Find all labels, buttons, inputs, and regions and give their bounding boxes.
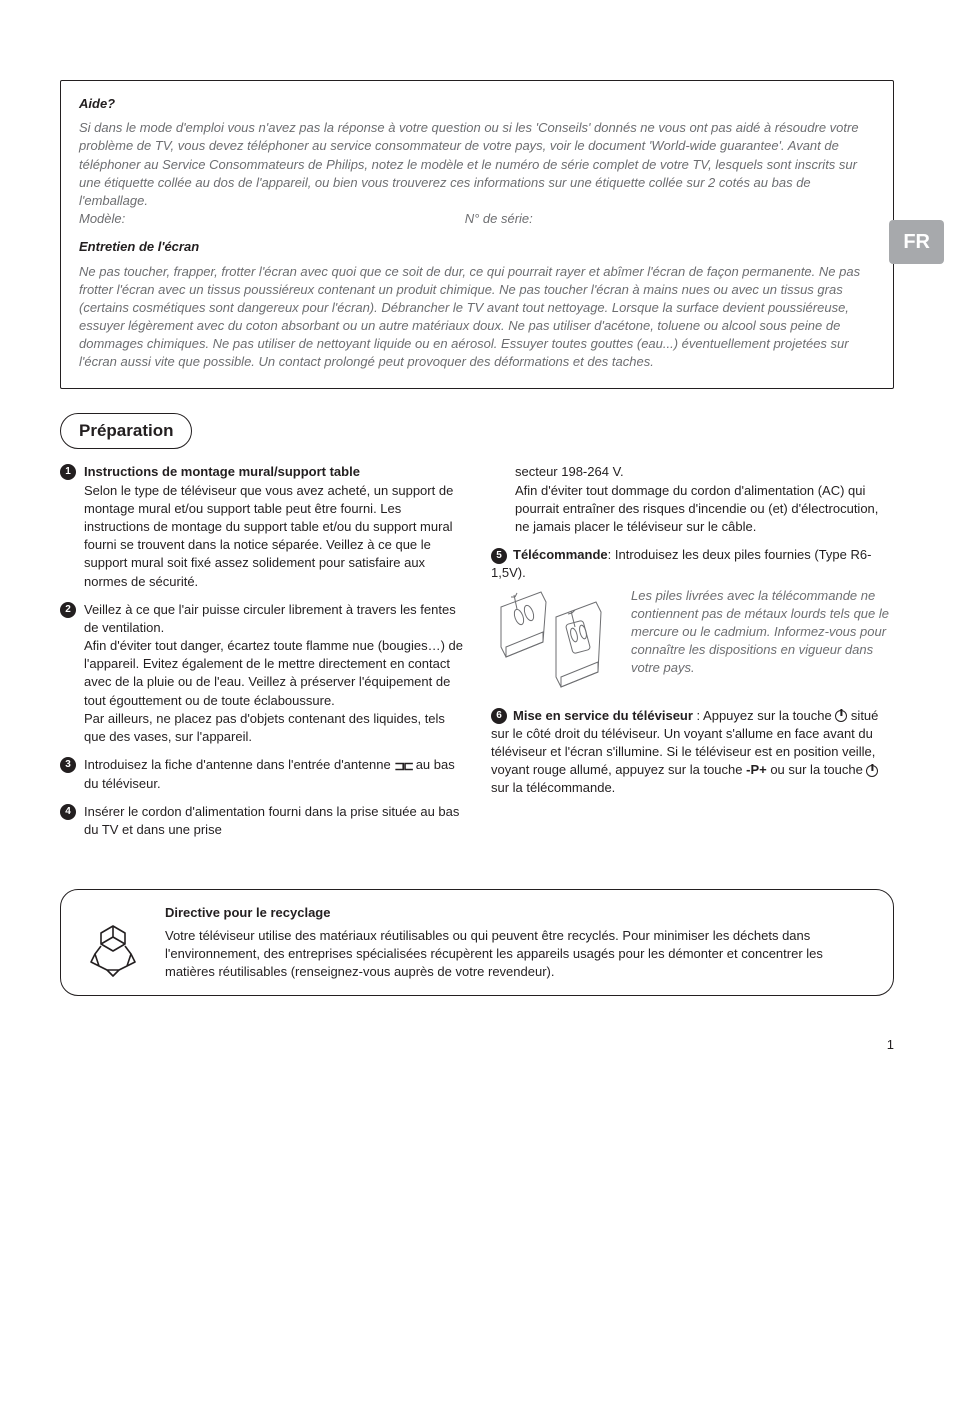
step-1-title: Instructions de montage mural/support ta… xyxy=(84,464,360,479)
step-4-body: Insérer le cordon d'alimentation fourni … xyxy=(84,804,459,837)
help-paragraph: Si dans le mode d'emploi vous n'avez pas… xyxy=(79,119,875,228)
step-number-icon: 1 xyxy=(60,464,76,480)
antenna-icon: ⊐⊏ xyxy=(394,757,412,775)
step-5: 5Télécommande: Introduisez les deux pile… xyxy=(491,546,894,696)
step-number-icon: 6 xyxy=(491,708,507,724)
step-6-a: : Appuyez sur la touche xyxy=(693,708,835,723)
step-2-p3: Par ailleurs, ne placez pas d'objets con… xyxy=(84,711,445,744)
help-heading: Aide? xyxy=(79,95,875,113)
step-6-d: sur la télécommande. xyxy=(491,780,615,795)
power-icon xyxy=(835,710,847,722)
step-2: 2 Veillez à ce que l'air puisse circuler… xyxy=(60,601,463,747)
power-icon xyxy=(866,765,878,777)
recycle-heading: Directive pour le recyclage xyxy=(165,904,869,922)
step-2-p1: Veillez à ce que l'air puisse circuler l… xyxy=(84,602,456,635)
step-6-pplus: -P+ xyxy=(746,762,767,777)
recycle-icon xyxy=(85,922,141,978)
care-heading: Entretien de l'écran xyxy=(79,238,875,256)
page-number: 1 xyxy=(60,1036,894,1054)
step-1-body: Selon le type de téléviseur que vous ave… xyxy=(84,483,453,589)
remote-battery-icon xyxy=(491,587,621,697)
step-number-icon: 3 xyxy=(60,757,76,773)
recycle-box: Directive pour le recyclage Votre télévi… xyxy=(60,889,894,996)
step-6-title: Mise en service du téléviseur xyxy=(513,708,693,723)
step-5-title: Télécommande xyxy=(513,547,608,562)
preparation-columns: 1 Instructions de montage mural/support … xyxy=(60,463,894,849)
step-1: 1 Instructions de montage mural/support … xyxy=(60,463,463,590)
left-column: 1 Instructions de montage mural/support … xyxy=(60,463,463,849)
step-4: 4 Insérer le cordon d'alimentation fourn… xyxy=(60,803,463,839)
step-4-p2: Afin d'éviter tout dommage du cordon d'a… xyxy=(515,483,878,534)
language-tab: FR xyxy=(889,220,944,264)
step-6: 6 Mise en service du téléviseur : Appuyez… xyxy=(491,707,894,798)
help-box: Aide? Si dans le mode d'emploi vous n'av… xyxy=(60,80,894,389)
step-2-p2: Afin d'éviter tout danger, écartez toute… xyxy=(84,638,463,708)
right-column: secteur 198-264 V. Afin d'éviter tout do… xyxy=(491,463,894,849)
step-3-a: Introduisez la fiche d'antenne dans l'en… xyxy=(84,757,394,772)
step-number-icon: 4 xyxy=(60,804,76,820)
step-number-icon: 2 xyxy=(60,602,76,618)
step-3: 3 Introduisez la fiche d'antenne dans l'… xyxy=(60,756,463,793)
care-paragraph: Ne pas toucher, frapper, frotter l'écran… xyxy=(79,263,875,372)
step-4-cont: secteur 198-264 V. xyxy=(515,464,624,479)
step-number-icon: 5 xyxy=(491,548,507,564)
section-title: Préparation xyxy=(60,413,192,450)
step-5-note: Les piles livrées avec la télécommande n… xyxy=(631,587,894,697)
recycle-body: Votre téléviseur utilise des matériaux r… xyxy=(165,927,869,982)
step-6-c: ou sur la touche xyxy=(767,762,867,777)
